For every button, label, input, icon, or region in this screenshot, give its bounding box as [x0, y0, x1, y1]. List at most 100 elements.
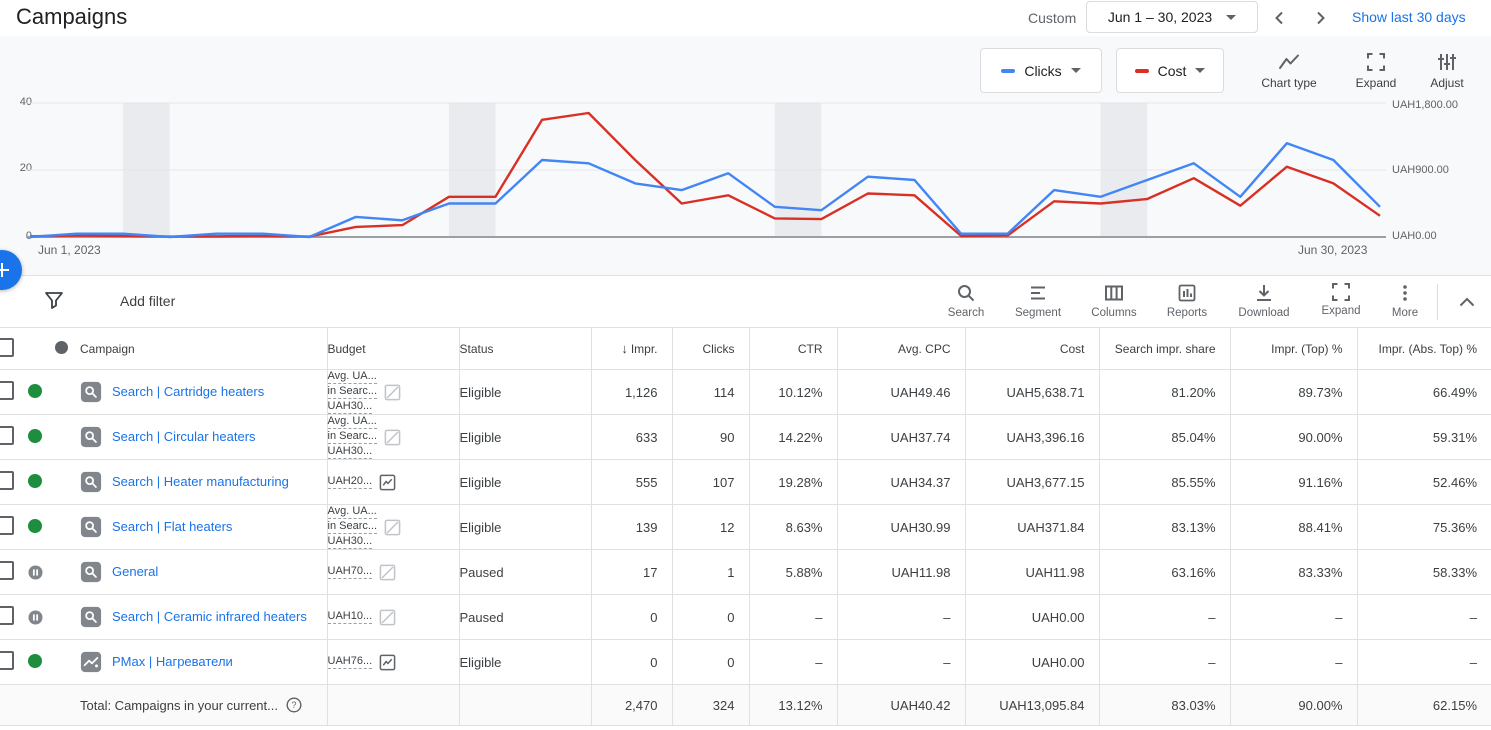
avg-cpc-cell: – [837, 595, 965, 640]
reports-button[interactable]: Reports [1151, 283, 1223, 319]
more-button[interactable]: More [1377, 283, 1433, 319]
clicks-metric-dash [1001, 69, 1015, 73]
search-campaign-icon [80, 471, 102, 493]
filter-button[interactable] [44, 290, 64, 310]
budget-chart-disabled-icon [379, 609, 396, 626]
columns-button[interactable]: Columns [1077, 283, 1151, 319]
add-filter-button[interactable]: Add filter [120, 293, 175, 309]
impr-abs-top-cell: 59.31% [1357, 415, 1491, 460]
campaign-link[interactable]: Search | Circular heaters [112, 429, 256, 446]
total-impr: 2,470 [591, 685, 672, 726]
budget-text[interactable]: in Searc... [328, 385, 378, 399]
row-checkbox[interactable] [0, 426, 14, 445]
clicks-metric-select[interactable]: Clicks [980, 48, 1102, 93]
status-cell: Eligible [459, 640, 591, 685]
impr-abs-top-cell: – [1357, 640, 1491, 685]
date-range-select[interactable]: Jun 1 – 30, 2023 [1086, 1, 1258, 33]
column-header-impr-top[interactable]: Impr. (Top) % [1230, 328, 1357, 370]
next-period-button[interactable] [1306, 4, 1334, 32]
budget-text[interactable]: UAH76... [328, 655, 373, 669]
column-header-ctr[interactable]: CTR [749, 328, 837, 370]
performance-chart [0, 95, 1491, 255]
status-cell: Eligible [459, 415, 591, 460]
search-button[interactable]: Search [933, 283, 999, 319]
status-dot-header-icon[interactable] [55, 341, 68, 354]
budget-text[interactable]: in Searc... [328, 520, 378, 534]
campaign-link[interactable]: Search | Cartridge heaters [112, 384, 264, 401]
budget-text[interactable]: UAH10... [328, 610, 373, 624]
chart-type-button[interactable]: Chart type [1251, 53, 1327, 90]
budget-chart-icon [379, 654, 396, 671]
column-header-cost[interactable]: Cost [965, 328, 1099, 370]
segment-button[interactable]: Segment [999, 283, 1077, 319]
row-checkbox[interactable] [0, 471, 14, 490]
budget-text[interactable]: UAH30... [328, 445, 373, 459]
help-icon[interactable]: ? [286, 697, 302, 713]
impr-top-cell: 91.16% [1230, 460, 1357, 505]
chart-adjust-button[interactable]: Adjust [1409, 53, 1485, 90]
campaign-link[interactable]: Search | Flat heaters [112, 519, 232, 536]
row-checkbox[interactable] [0, 561, 14, 580]
budget-text[interactable]: Avg. UA... [328, 415, 377, 429]
row-checkbox[interactable] [0, 651, 14, 670]
campaign-status-toggle[interactable] [28, 370, 80, 415]
avg-cpc-cell: UAH11.98 [837, 550, 965, 595]
campaign-status-toggle[interactable] [28, 640, 80, 685]
column-header-campaign[interactable]: Campaign [80, 328, 327, 370]
enabled-status-icon [28, 654, 42, 668]
search-campaign-icon [80, 381, 102, 403]
download-button[interactable]: Download [1223, 283, 1305, 319]
campaign-link[interactable]: PMax | Нагреватели [112, 654, 233, 671]
chart-expand-button[interactable]: Expand [1338, 53, 1414, 90]
expand-icon [1332, 283, 1350, 301]
clicks-cell: 1 [672, 550, 749, 595]
impr-cell: 555 [591, 460, 672, 505]
cost-metric-select[interactable]: Cost [1116, 48, 1224, 93]
right-axis-tick: UAH0.00 [1392, 230, 1437, 242]
columns-icon [1104, 283, 1124, 303]
row-checkbox[interactable] [0, 606, 14, 625]
table-row: Search | Flat heaters Avg. UA...in Searc.… [0, 505, 1491, 550]
budget-text[interactable]: in Searc... [328, 430, 378, 444]
enabled-status-icon [28, 429, 42, 443]
row-checkbox[interactable] [0, 516, 14, 535]
column-header-clicks[interactable]: Clicks [672, 328, 749, 370]
budget-text[interactable]: UAH30... [328, 535, 373, 549]
budget-text[interactable]: UAH20... [328, 475, 373, 489]
table-toolbar: Add filter Search Segment Columns Report… [0, 276, 1491, 327]
previous-period-button[interactable] [1266, 4, 1294, 32]
campaign-link[interactable]: Search | Heater manufacturing [112, 474, 289, 491]
cost-cell: UAH0.00 [965, 640, 1099, 685]
clicks-cell: 114 [672, 370, 749, 415]
total-impr-abs-top: 62.15% [1357, 685, 1491, 726]
show-last-30-days-link[interactable]: Show last 30 days [1352, 9, 1466, 25]
row-checkbox[interactable] [0, 381, 14, 400]
campaign-status-toggle[interactable] [28, 550, 80, 595]
column-header-impr[interactable]: ↓Impr. [591, 328, 672, 370]
budget-text[interactable]: UAH70... [328, 565, 373, 579]
budget-text[interactable]: Avg. UA... [328, 370, 377, 384]
performance-chart-panel: Clicks Cost Chart type Expand [0, 36, 1491, 275]
campaign-status-toggle[interactable] [28, 595, 80, 640]
cost-cell: UAH3,677.15 [965, 460, 1099, 505]
campaign-link[interactable]: Search | Ceramic infrared heaters [112, 609, 307, 626]
budget-text[interactable]: UAH30... [328, 400, 373, 414]
cost-metric-label: Cost [1158, 63, 1187, 79]
campaign-status-toggle[interactable] [28, 505, 80, 550]
campaign-link[interactable]: General [112, 564, 158, 581]
column-header-impr-abs-top[interactable]: Impr. (Abs. Top) % [1357, 328, 1491, 370]
impr-top-cell: – [1230, 595, 1357, 640]
column-header-search-impr-share[interactable]: Search impr. share [1099, 328, 1230, 370]
campaign-status-toggle[interactable] [28, 460, 80, 505]
collapse-table-button[interactable] [1452, 288, 1482, 316]
x-axis-start-label: Jun 1, 2023 [38, 243, 101, 257]
ctr-cell: 8.63% [749, 505, 837, 550]
expand-table-button[interactable]: Expand [1305, 283, 1377, 319]
column-header-budget[interactable]: Budget [327, 328, 459, 370]
column-header-avg-cpc[interactable]: Avg. CPC [837, 328, 965, 370]
column-header-status[interactable]: Status [459, 328, 591, 370]
select-all-checkbox[interactable] [0, 338, 14, 357]
budget-text[interactable]: Avg. UA... [328, 505, 377, 519]
campaign-status-toggle[interactable] [28, 415, 80, 460]
total-avg-cpc: UAH40.42 [837, 685, 965, 726]
